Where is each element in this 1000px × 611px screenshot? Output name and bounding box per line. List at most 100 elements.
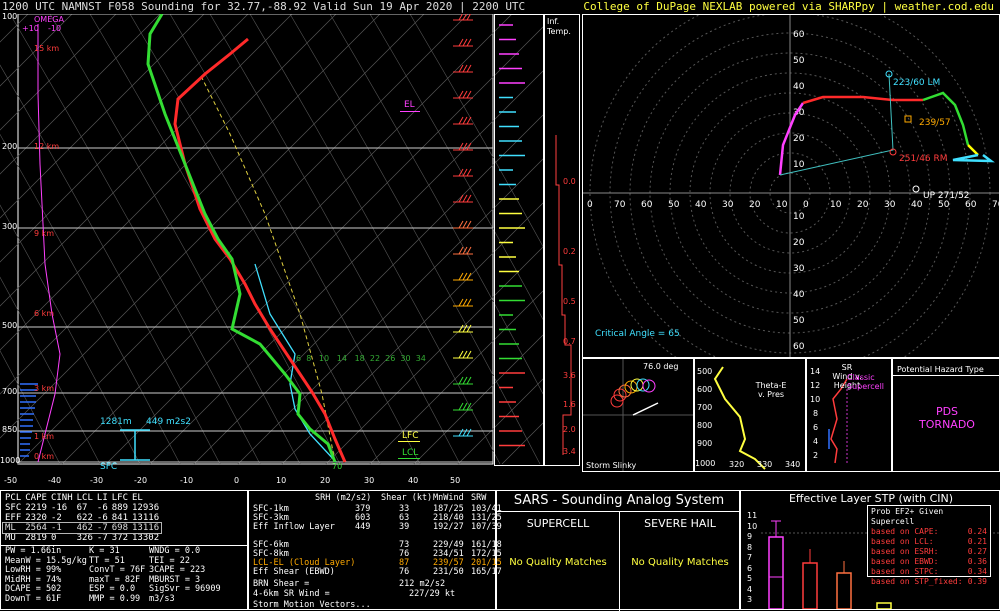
prob-value: 0.24 (967, 527, 987, 536)
cell: -7 (96, 523, 108, 533)
barb-flag (462, 142, 468, 151)
storm-motion-label: Storm Motion Vectors... (253, 600, 371, 610)
omega-label: OMEGA (34, 15, 64, 24)
prob-row: based on ESRH: 0.27 (871, 547, 987, 557)
theta-e-y-tick: 700 (697, 403, 713, 412)
kin-cell: 234/51 (433, 549, 464, 559)
cell: 622 (76, 513, 93, 523)
parcel-divider (1, 545, 249, 546)
mr-6: 6 (296, 354, 302, 363)
stp-svg (761, 520, 999, 609)
stp-title: Effective Layer STP (with CIN) (788, 492, 954, 505)
col-el: EL (132, 493, 143, 503)
hodo-x-tick: 40 (695, 200, 707, 210)
parcel-row-selected[interactable]: ML 2564 -1 462 -7 698 13116 (1, 522, 163, 534)
prob-label: based on EBWD: (871, 557, 939, 566)
mr-34: 34 (415, 354, 426, 363)
prob-value: 0.36 (967, 557, 987, 566)
barb-flag (466, 220, 472, 229)
omega-tick-pos: +10 (22, 24, 39, 33)
temp-tick: 30 (364, 476, 375, 485)
barb-flag (458, 402, 464, 411)
barb-flag (466, 376, 472, 385)
barb-flag (458, 272, 464, 281)
isotherm (0, 13, 249, 263)
kin-cell: LCL-EL (Cloud Layer) (253, 558, 356, 568)
slinky-label: Storm Slinky (586, 461, 637, 470)
barb-flag (458, 194, 464, 203)
kin-rows: SFC-1km 379 33 187/25 103/41 SFC-3km 603 63 218/… (249, 504, 502, 577)
hodo-x-tick: 10 (830, 200, 842, 210)
hodo-lm-label: 223/60 LM (893, 78, 941, 88)
kin-cell: 201/15 (471, 558, 502, 568)
hodo-x-tick: 50 (938, 200, 950, 210)
barb-flag (458, 298, 464, 307)
dry-adiabat (209, 13, 461, 465)
isotherm (0, 13, 425, 439)
hodo-x-tick: 50 (668, 200, 680, 210)
kin-cell: 218/40 (433, 513, 464, 523)
index-mburst: MBURST = 3 (149, 574, 201, 585)
barb-flag (462, 298, 468, 307)
height-6km: 6 km (34, 309, 55, 318)
mr-22: 22 (369, 354, 381, 363)
col-cinh: CINH (50, 493, 73, 503)
prob-label: based on ESRH: (871, 547, 939, 556)
kin-row: LCL-EL (Cloud Layer) 87 239/57 201/15 (249, 558, 502, 568)
prob-row: based on EBWD: 0.36 (871, 557, 987, 567)
barb-flag (458, 350, 464, 359)
barb-flag (462, 272, 468, 281)
sars-hail-match: No Quality Matches (631, 557, 729, 568)
kin-cell: 39 (399, 522, 410, 532)
barb-flag (462, 64, 468, 73)
barb-flag (462, 428, 468, 437)
mixing-ratio-labels: 6 8 10 14 18 22 26 30 34 (296, 354, 426, 363)
prob-label: based on STP_fixed: (871, 577, 963, 586)
stp-y-tick: 11 (747, 511, 758, 520)
mr-26: 26 (385, 354, 396, 363)
kin-cell: 165/17 (471, 567, 502, 577)
mr-14: 14 (336, 354, 347, 363)
inf-temp-label-2: Temp. (547, 27, 571, 36)
hodo-x-tick: 0 (587, 200, 593, 210)
kin-cell: 239/57 (433, 558, 464, 568)
hodo-up-marker (912, 185, 920, 193)
inf-tick: 2.0 (563, 425, 576, 434)
height-1km: 1 km (34, 432, 55, 441)
kin-cell: SFC-3km (253, 513, 289, 523)
inf-temp-svg (555, 135, 572, 455)
kin-cell: 73 (399, 540, 410, 550)
index-tei: TEI = 22 (149, 555, 190, 566)
kin-cell: 603 (355, 513, 371, 523)
isotherm (0, 13, 161, 175)
parcel-row[interactable]: MU 2819 0 326 -7 372 13302 (3, 533, 161, 543)
barb-flag (462, 324, 468, 333)
mr-10: 10 (318, 354, 330, 363)
omega-line (37, 24, 61, 463)
brn-label: BRN Shear = (253, 579, 310, 589)
index-dcape: DCAPE = 502 (5, 584, 62, 594)
kin-row: Eff Shear (EBWD) 76 231/50 165/17 (249, 567, 502, 577)
cell: -6 (96, 503, 108, 513)
hodo-rm-label: 251/46 RM (899, 154, 948, 164)
hodo-y-tick: 30 (793, 264, 805, 274)
col-lcl: LCL (76, 493, 93, 503)
brn-value: 212 m2/s2 (399, 579, 446, 589)
cell: 2219 (25, 503, 47, 513)
prob-ef2-box: Prob EF2+ Given Supercell based on CAPE:… (867, 505, 991, 586)
parcel-row[interactable]: EFF 2320 -2 622 -6 841 13116 (3, 513, 161, 523)
sr-wind-label: SR Wind v. Height (832, 363, 862, 390)
cell: 13116 (132, 513, 160, 523)
cell: -1 (50, 523, 62, 533)
barb-flag (466, 324, 472, 333)
kin-cell: 231/50 (433, 567, 464, 577)
hodo-mean-label: 239/57 (919, 118, 951, 128)
parcel-row[interactable]: SFC 2219 -16 67 -6 889 12936 (3, 503, 161, 513)
p-tick-850: 850 (2, 425, 18, 434)
barb-flag (458, 376, 464, 385)
el-label: EL (404, 100, 415, 110)
inf-tick: 1.6 (563, 400, 576, 409)
storm-slinky-panel: 76.0 deg Storm Slinky (582, 358, 694, 472)
p-tick-500: 500 (2, 321, 18, 330)
hodo-trace-3-6 (922, 91, 970, 146)
